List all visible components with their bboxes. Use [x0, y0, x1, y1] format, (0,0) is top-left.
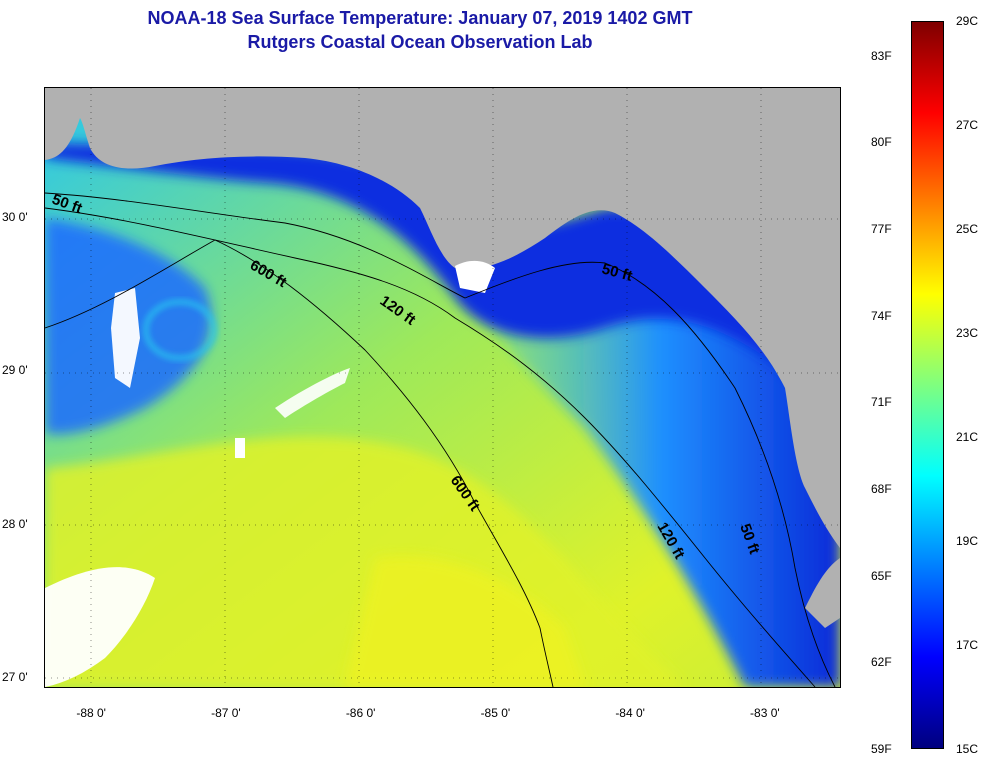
longitude-tick-label: -86 0'	[345, 706, 376, 720]
land-north	[45, 88, 840, 548]
cloud-southwest	[45, 567, 155, 687]
colorbar-celsius-label: 19C	[956, 534, 979, 548]
colorbar-fahrenheit-label: 59F	[871, 742, 892, 756]
colorbar-fahrenheit-label: 62F	[871, 655, 892, 670]
latitude-tick-label: 30 0'	[2, 209, 28, 224]
colorbar-celsius-label: 25C	[956, 222, 979, 236]
colorbar-fahrenheit-label: 65F	[871, 568, 892, 583]
colorbar-celsius-label: 27C	[956, 118, 979, 132]
longitude-tick-label: -84 0'	[615, 706, 645, 720]
temperature-colorbar	[911, 21, 944, 749]
warm-water-core	[345, 556, 585, 687]
longitude-tick-label: -83 0'	[750, 706, 780, 720]
colorbar-fahrenheit-label: 80F	[871, 135, 892, 150]
land-east-tip	[805, 558, 840, 628]
colorbar-celsius-label: 15C	[956, 742, 979, 756]
contour-600ft	[45, 239, 554, 687]
colorbar-celsius-label: 29C	[956, 14, 979, 28]
longitude-tick-label: -88 0'	[76, 706, 106, 720]
sst-map-canvas: 50 ft 600 ft 120 ft 50 ft 600 ft 120 ft …	[45, 88, 840, 687]
cloud-spot	[235, 438, 245, 458]
contour-50ft	[45, 192, 836, 687]
latitude-tick-label: 27 0'	[2, 670, 28, 685]
sst-map: 50 ft 600 ft 120 ft 50 ft 600 ft 120 ft …	[44, 87, 841, 688]
graticule	[45, 88, 840, 687]
cloud-west	[111, 288, 140, 388]
cloud-mid	[275, 368, 350, 418]
colorbar-fahrenheit-label: 71F	[871, 395, 892, 410]
latitude-tick-label: 29 0'	[2, 363, 28, 378]
colorbar-fahrenheit-label: 83F	[871, 48, 892, 63]
colorbar-celsius-label: 23C	[956, 326, 979, 340]
map-subtitle: Rutgers Coastal Ocean Observation Lab	[247, 32, 593, 52]
longitude-tick-label: -85 0'	[480, 706, 511, 720]
longitude-tick-label: -87 0'	[211, 706, 241, 720]
colorbar-fahrenheit-label: 68F	[871, 482, 892, 496]
colorbar-fahrenheit-label: 74F	[871, 308, 892, 323]
colorbar-celsius-label: 17C	[956, 638, 979, 652]
east-shelf-water	[445, 234, 840, 687]
map-title: NOAA-18 Sea Surface Temperature: January…	[147, 8, 693, 28]
contour-120ft	[45, 207, 816, 687]
colorbar-fahrenheit-label: 77F	[871, 222, 892, 236]
colorbar-celsius-label: 21C	[956, 430, 979, 444]
bathymetry-contours	[45, 192, 836, 687]
latitude-tick-label: 28 0'	[2, 516, 28, 531]
cloud-panhandle	[455, 260, 495, 293]
eddy-feature	[143, 299, 217, 361]
